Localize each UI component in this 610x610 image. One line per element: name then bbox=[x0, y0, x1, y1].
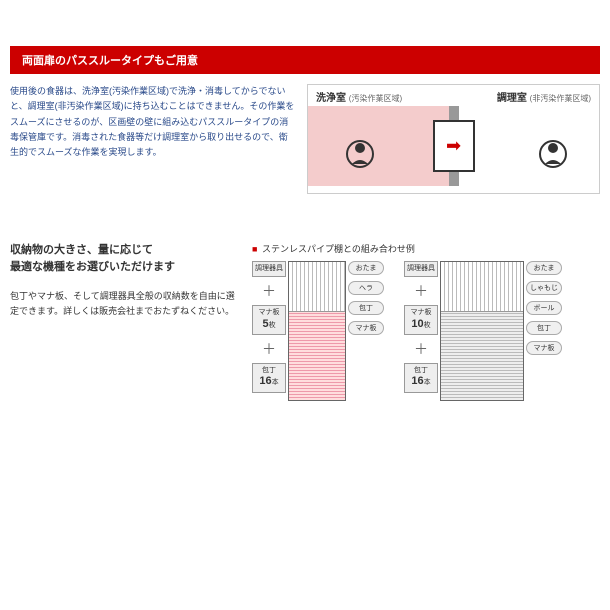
tag: 包丁 bbox=[348, 301, 384, 315]
passthrough-description: 使用後の食器は、洗浄室(汚染作業区域)で洗浄・消毒してからでないと、調理室(非汚… bbox=[10, 84, 295, 194]
examples-caption: ステンレスパイプ棚との組み合わせ例 bbox=[252, 242, 600, 255]
header-title: 両面扉のパススルータイプもご用意 bbox=[22, 55, 198, 67]
cabinet-examples-row: 調理器具 ＋ マナ板 5枚 ＋ 包丁 16本 bbox=[252, 261, 600, 401]
room-label-cook: 調理室 (非汚染作業区域) bbox=[454, 89, 592, 104]
capacity-text-block: 収納物の大きさ、量に応じて 最適な機種をお選びいただけます 包丁やマナ板、そして… bbox=[10, 242, 240, 401]
capacity-body: 包丁やマナ板、そして調理器具全般の収納数を自由に選定できます。詳しくは販売会社ま… bbox=[10, 289, 240, 320]
spec-unit: 本 bbox=[272, 379, 279, 386]
room-name-wash: 洗浄室 bbox=[316, 93, 346, 104]
cabinet-upper bbox=[289, 262, 345, 312]
tag: マナ板 bbox=[526, 341, 562, 355]
tag: 包丁 bbox=[526, 321, 562, 335]
spec-knife: 包丁 16本 bbox=[252, 363, 286, 393]
spec-unit: 本 bbox=[424, 379, 431, 386]
examples-caption-text: ステンレスパイプ棚との組み合わせ例 bbox=[262, 244, 415, 254]
passthrough-diagram: 洗浄室 (汚染作業区域) 調理室 (非汚染作業区域) ➡ bbox=[307, 84, 600, 194]
tag: マナ板 bbox=[348, 321, 384, 335]
plus-icon: ＋ bbox=[404, 339, 438, 359]
worker-icon bbox=[537, 138, 569, 170]
room-name-cook: 調理室 bbox=[497, 93, 527, 104]
spec-column: 調理器具 ＋ マナ板 5枚 ＋ 包丁 16本 bbox=[252, 261, 286, 401]
section-passthrough: 使用後の食器は、洗浄室(汚染作業区域)で洗浄・消毒してからでないと、調理室(非汚… bbox=[10, 84, 600, 194]
cabinet-lower bbox=[441, 312, 523, 400]
tag: しゃもじ bbox=[526, 281, 562, 295]
room-labels: 洗浄室 (汚染作業区域) 調理室 (非汚染作業区域) bbox=[308, 85, 599, 106]
spec-knife: 包丁 16本 bbox=[404, 363, 438, 393]
room-clean bbox=[459, 106, 600, 186]
worker-icon bbox=[344, 138, 376, 170]
room-sub-wash: (汚染作業区域) bbox=[349, 94, 402, 103]
spec-label: マナ板 bbox=[406, 309, 436, 317]
cabinet-upper bbox=[441, 262, 523, 312]
tag: おたま bbox=[526, 261, 562, 275]
spec-value: 10 bbox=[411, 318, 423, 330]
capacity-heading-l2: 最適な機種をお選びいただけます bbox=[10, 261, 175, 273]
cabinet-unit-2: 調理器具 ＋ マナ板 10枚 ＋ 包丁 16本 bbox=[404, 261, 562, 401]
room-body: ➡ bbox=[308, 106, 599, 186]
spec-value: 16 bbox=[259, 375, 271, 387]
room-contaminated bbox=[308, 106, 449, 186]
partition-wall: ➡ bbox=[449, 106, 459, 186]
spec-label: 包丁 bbox=[406, 367, 436, 375]
item-tags: おたま ヘラ 包丁 マナ板 bbox=[348, 261, 384, 401]
spec-unit: 枚 bbox=[269, 322, 276, 329]
item-tags: おたま しゃもじ ボール 包丁 マナ板 bbox=[526, 261, 562, 401]
spec-tools: 調理器具 bbox=[252, 261, 286, 277]
spec-label: 包丁 bbox=[254, 367, 284, 375]
tag: ボール bbox=[526, 301, 562, 315]
tag: ヘラ bbox=[348, 281, 384, 295]
plus-icon: ＋ bbox=[252, 339, 286, 359]
spec-label: マナ板 bbox=[254, 309, 284, 317]
passthrough-cabinet-icon: ➡ bbox=[433, 120, 475, 172]
capacity-examples: ステンレスパイプ棚との組み合わせ例 調理器具 ＋ マナ板 5枚 ＋ 包丁 16本 bbox=[252, 242, 600, 401]
room-label-wash: 洗浄室 (汚染作業区域) bbox=[316, 89, 454, 104]
spec-tools: 調理器具 bbox=[404, 261, 438, 277]
capacity-heading: 収納物の大きさ、量に応じて 最適な機種をお選びいただけます bbox=[10, 242, 240, 275]
cabinet-unit-1: 調理器具 ＋ マナ板 5枚 ＋ 包丁 16本 bbox=[252, 261, 384, 401]
plus-icon: ＋ bbox=[252, 281, 286, 301]
cabinet-drawing-large bbox=[440, 261, 524, 401]
plus-icon: ＋ bbox=[404, 281, 438, 301]
spec-value: 16 bbox=[411, 375, 423, 387]
spec-board: マナ板 5枚 bbox=[252, 305, 286, 335]
spec-column: 調理器具 ＋ マナ板 10枚 ＋ 包丁 16本 bbox=[404, 261, 438, 401]
cabinet-lower bbox=[289, 312, 345, 400]
section-header-bar: 両面扉のパススルータイプもご用意 bbox=[10, 46, 600, 74]
spec-unit: 枚 bbox=[424, 322, 431, 329]
cabinet-drawing-small bbox=[288, 261, 346, 401]
room-sub-cook: (非汚染作業区域) bbox=[530, 94, 591, 103]
capacity-heading-l1: 収納物の大きさ、量に応じて bbox=[10, 244, 153, 256]
tag: おたま bbox=[348, 261, 384, 275]
flow-arrow-icon: ➡ bbox=[446, 136, 461, 157]
spec-board: マナ板 10枚 bbox=[404, 305, 438, 335]
section-capacity: 収納物の大きさ、量に応じて 最適な機種をお選びいただけます 包丁やマナ板、そして… bbox=[10, 242, 600, 401]
